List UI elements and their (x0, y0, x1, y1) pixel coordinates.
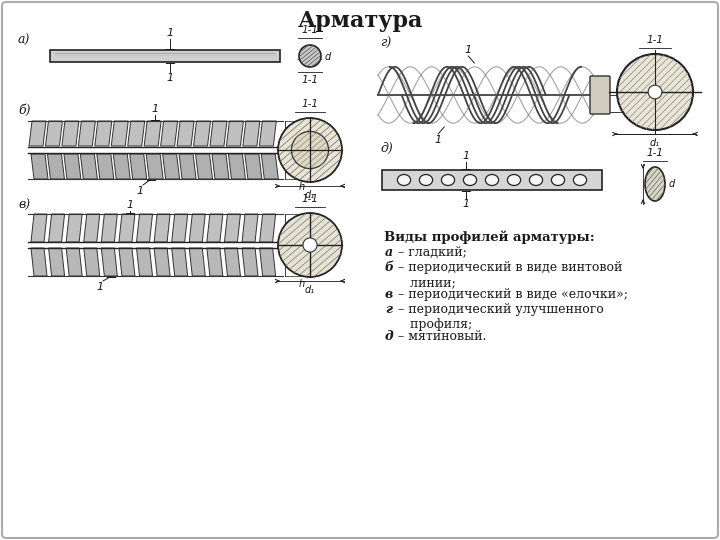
Text: d: d (633, 98, 639, 108)
Polygon shape (48, 248, 65, 276)
Text: h: h (299, 279, 305, 289)
Text: б): б) (18, 104, 30, 117)
Text: Виды профилей арматуры:: Виды профилей арматуры: (384, 230, 595, 244)
Polygon shape (127, 121, 145, 146)
Polygon shape (212, 154, 229, 179)
Text: h: h (299, 225, 305, 234)
Text: 1: 1 (464, 45, 472, 55)
Text: 1-1: 1-1 (647, 148, 664, 158)
Polygon shape (66, 248, 82, 276)
Polygon shape (48, 154, 65, 179)
Polygon shape (196, 154, 212, 179)
Text: – гладкий;: – гладкий; (394, 246, 467, 259)
Polygon shape (64, 154, 81, 179)
Polygon shape (261, 154, 279, 179)
Text: d₁: d₁ (299, 159, 309, 170)
Text: d₁: d₁ (305, 190, 315, 200)
Text: г: г (385, 303, 392, 316)
Ellipse shape (508, 174, 521, 186)
Circle shape (278, 213, 342, 277)
Polygon shape (112, 121, 128, 146)
Circle shape (617, 54, 693, 130)
Ellipse shape (552, 174, 564, 186)
Polygon shape (154, 248, 170, 276)
Text: 1: 1 (462, 199, 469, 209)
Polygon shape (243, 121, 260, 146)
Polygon shape (130, 154, 147, 179)
Ellipse shape (464, 174, 477, 186)
Polygon shape (31, 248, 47, 276)
Polygon shape (260, 248, 276, 276)
Text: d₁: d₁ (650, 138, 660, 148)
Text: 1-1: 1-1 (647, 35, 664, 45)
Text: d₁: d₁ (633, 114, 643, 125)
Text: 1: 1 (127, 200, 134, 210)
Text: – периодический улучшенного
    профиля;: – периодический улучшенного профиля; (394, 303, 604, 331)
Ellipse shape (419, 174, 433, 186)
Polygon shape (31, 214, 47, 242)
Ellipse shape (573, 174, 587, 186)
Text: д: д (385, 330, 394, 343)
Polygon shape (171, 214, 188, 242)
Text: – мятиновый.: – мятиновый. (394, 330, 487, 343)
Polygon shape (177, 121, 194, 146)
Polygon shape (102, 214, 117, 242)
Polygon shape (144, 121, 161, 146)
Ellipse shape (485, 174, 498, 186)
Polygon shape (119, 248, 135, 276)
Ellipse shape (529, 174, 543, 186)
FancyBboxPatch shape (590, 76, 610, 114)
Text: 1-1: 1-1 (302, 99, 318, 109)
Polygon shape (84, 248, 100, 276)
Circle shape (292, 131, 328, 168)
Polygon shape (210, 121, 227, 146)
Polygon shape (66, 214, 82, 242)
Text: 1: 1 (151, 104, 158, 114)
Ellipse shape (441, 174, 454, 186)
Circle shape (278, 118, 342, 182)
Text: в: в (385, 288, 393, 301)
Text: д): д) (380, 141, 392, 154)
Polygon shape (62, 121, 79, 146)
Text: d: d (669, 179, 675, 189)
Text: а: а (385, 246, 393, 259)
Text: 1: 1 (435, 135, 442, 145)
Polygon shape (84, 214, 100, 242)
Text: 1-1: 1-1 (302, 194, 318, 204)
Polygon shape (161, 121, 178, 146)
Text: 1-1: 1-1 (302, 25, 318, 35)
Text: h: h (299, 131, 305, 140)
Polygon shape (226, 121, 243, 146)
Text: 1: 1 (166, 28, 174, 38)
Text: Арматура: Арматура (297, 10, 423, 32)
Polygon shape (179, 154, 196, 179)
Polygon shape (45, 121, 63, 146)
Text: d: d (325, 52, 331, 62)
Text: 1: 1 (462, 151, 469, 161)
Text: – периодический в виде «елочки»;: – периодический в виде «елочки»; (394, 288, 628, 301)
Polygon shape (259, 121, 276, 146)
Polygon shape (189, 248, 205, 276)
Text: 1: 1 (166, 73, 174, 83)
Ellipse shape (645, 167, 665, 201)
Polygon shape (189, 214, 205, 242)
Text: а): а) (18, 33, 30, 46)
Polygon shape (154, 214, 170, 242)
Polygon shape (81, 154, 97, 179)
Polygon shape (163, 154, 179, 179)
Polygon shape (228, 154, 246, 179)
Polygon shape (50, 50, 280, 62)
Polygon shape (113, 154, 130, 179)
Ellipse shape (397, 174, 410, 186)
Polygon shape (260, 214, 276, 242)
Polygon shape (137, 248, 153, 276)
Text: h: h (299, 182, 305, 192)
Polygon shape (171, 248, 188, 276)
Polygon shape (29, 121, 46, 146)
Text: d₁: d₁ (299, 255, 309, 266)
Circle shape (648, 85, 662, 99)
Polygon shape (48, 214, 65, 242)
Polygon shape (78, 121, 95, 146)
Text: г): г) (380, 37, 391, 50)
